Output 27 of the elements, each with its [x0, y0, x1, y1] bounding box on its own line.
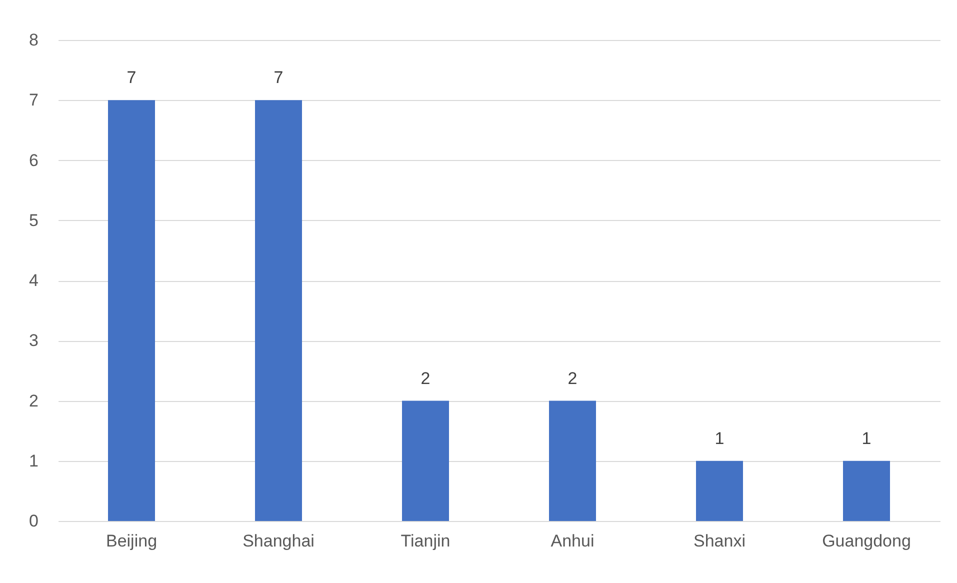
bar [696, 460, 743, 521]
x-tick-label: Anhui [550, 532, 594, 550]
bar [255, 100, 302, 521]
y-tick-label: 7 [29, 90, 38, 110]
bar [402, 400, 449, 521]
y-tick-label: 3 [29, 331, 38, 350]
y-tick-label: 0 [29, 512, 38, 530]
y-tick-label: 1 [29, 451, 38, 470]
data-label: 2 [568, 368, 578, 388]
y-tick-label: 5 [29, 210, 38, 230]
data-label: 1 [862, 428, 872, 448]
data-label: 2 [420, 368, 430, 388]
x-tick-label: Guangdong [822, 532, 911, 550]
bar [549, 400, 596, 521]
y-tick-label: 8 [29, 30, 38, 50]
x-tick-label: Beijing [106, 532, 158, 550]
data-label: 7 [126, 68, 136, 88]
data-label: 1 [714, 428, 724, 448]
y-tick-label: 2 [29, 391, 38, 410]
bar [108, 100, 155, 521]
bar [843, 460, 890, 521]
x-tick-label: Tianjin [400, 532, 450, 550]
x-tick-label: Shanxi [694, 532, 746, 550]
x-tick-label: Shanghai [242, 532, 314, 550]
y-tick-label: 4 [29, 271, 38, 290]
y-tick-label: 6 [29, 150, 38, 170]
data-label: 7 [274, 68, 284, 88]
